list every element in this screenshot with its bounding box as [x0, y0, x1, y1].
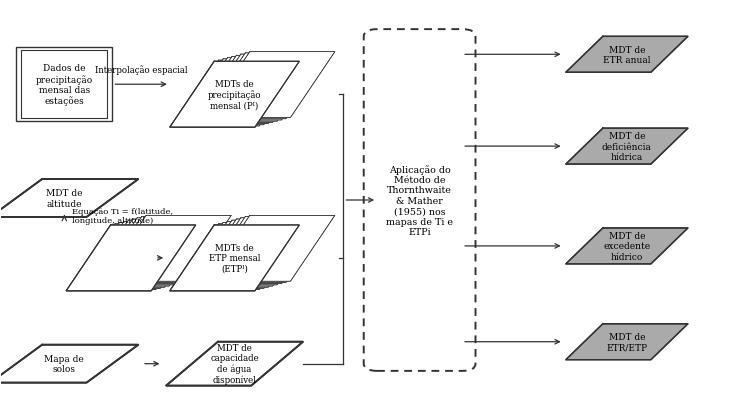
Text: MDT de
altitude: MDT de altitude	[46, 189, 82, 208]
Polygon shape	[174, 224, 304, 290]
Text: MDT de
ETR/ETP: MDT de ETR/ETP	[606, 332, 647, 352]
Polygon shape	[566, 129, 688, 165]
Polygon shape	[0, 180, 138, 217]
Polygon shape	[93, 218, 222, 284]
Text: MDT de
deficiência
hídrica: MDT de deficiência hídrica	[602, 132, 652, 162]
Text: Interpolação espacial: Interpolação espacial	[95, 65, 187, 75]
Bar	[16, 48, 112, 122]
Text: Aplicação do
Método de
Thornthwaite
& Mather
(1955) nos
mapas de Ti e
ETPi: Aplicação do Método de Thornthwaite & Ma…	[386, 164, 453, 237]
Polygon shape	[66, 225, 195, 291]
Bar	[22, 51, 107, 119]
Text: MDT de
ETR anual: MDT de ETR anual	[603, 45, 651, 65]
Polygon shape	[178, 223, 308, 289]
Polygon shape	[205, 216, 335, 282]
Polygon shape	[170, 225, 299, 291]
Polygon shape	[170, 225, 299, 291]
Polygon shape	[102, 216, 231, 282]
Text: Equação Ti = f(latitude,
longitude, altitude): Equação Ti = f(latitude, longitude, alti…	[72, 207, 172, 225]
Polygon shape	[0, 345, 138, 383]
Polygon shape	[205, 53, 335, 118]
Polygon shape	[192, 56, 322, 122]
Text: MDTs de
precipitação
mensal (Pᴵ): MDTs de precipitação mensal (Pᴵ)	[208, 80, 262, 110]
Polygon shape	[196, 55, 326, 121]
Polygon shape	[183, 59, 313, 124]
Polygon shape	[187, 57, 317, 123]
Polygon shape	[566, 37, 688, 73]
Text: Dados de
precipitação
mensal das
estações: Dados de precipitação mensal das estaçõe…	[36, 64, 93, 106]
Polygon shape	[174, 61, 304, 127]
Polygon shape	[187, 221, 317, 286]
Polygon shape	[66, 225, 195, 291]
Polygon shape	[88, 219, 218, 285]
Polygon shape	[178, 60, 308, 126]
Polygon shape	[97, 217, 227, 283]
Polygon shape	[566, 324, 688, 360]
FancyBboxPatch shape	[364, 30, 476, 371]
Polygon shape	[84, 221, 213, 286]
Polygon shape	[201, 54, 331, 119]
Text: Mapa de
solos: Mapa de solos	[45, 354, 84, 373]
Text: MDT de
excedente
hídrico: MDT de excedente hídrico	[603, 231, 650, 261]
Text: MDTs de
ETP mensal
(ETPᴵ): MDTs de ETP mensal (ETPᴵ)	[209, 243, 260, 273]
Polygon shape	[183, 222, 313, 288]
Polygon shape	[75, 223, 204, 289]
Polygon shape	[71, 224, 200, 290]
Polygon shape	[201, 217, 331, 283]
Polygon shape	[166, 342, 303, 386]
Polygon shape	[80, 222, 209, 288]
Text: MDT de
capacidade
de água
disponível: MDT de capacidade de água disponível	[210, 343, 259, 385]
Polygon shape	[566, 229, 688, 264]
Polygon shape	[170, 62, 299, 128]
Polygon shape	[192, 219, 322, 285]
Polygon shape	[170, 62, 299, 128]
Polygon shape	[196, 218, 326, 284]
